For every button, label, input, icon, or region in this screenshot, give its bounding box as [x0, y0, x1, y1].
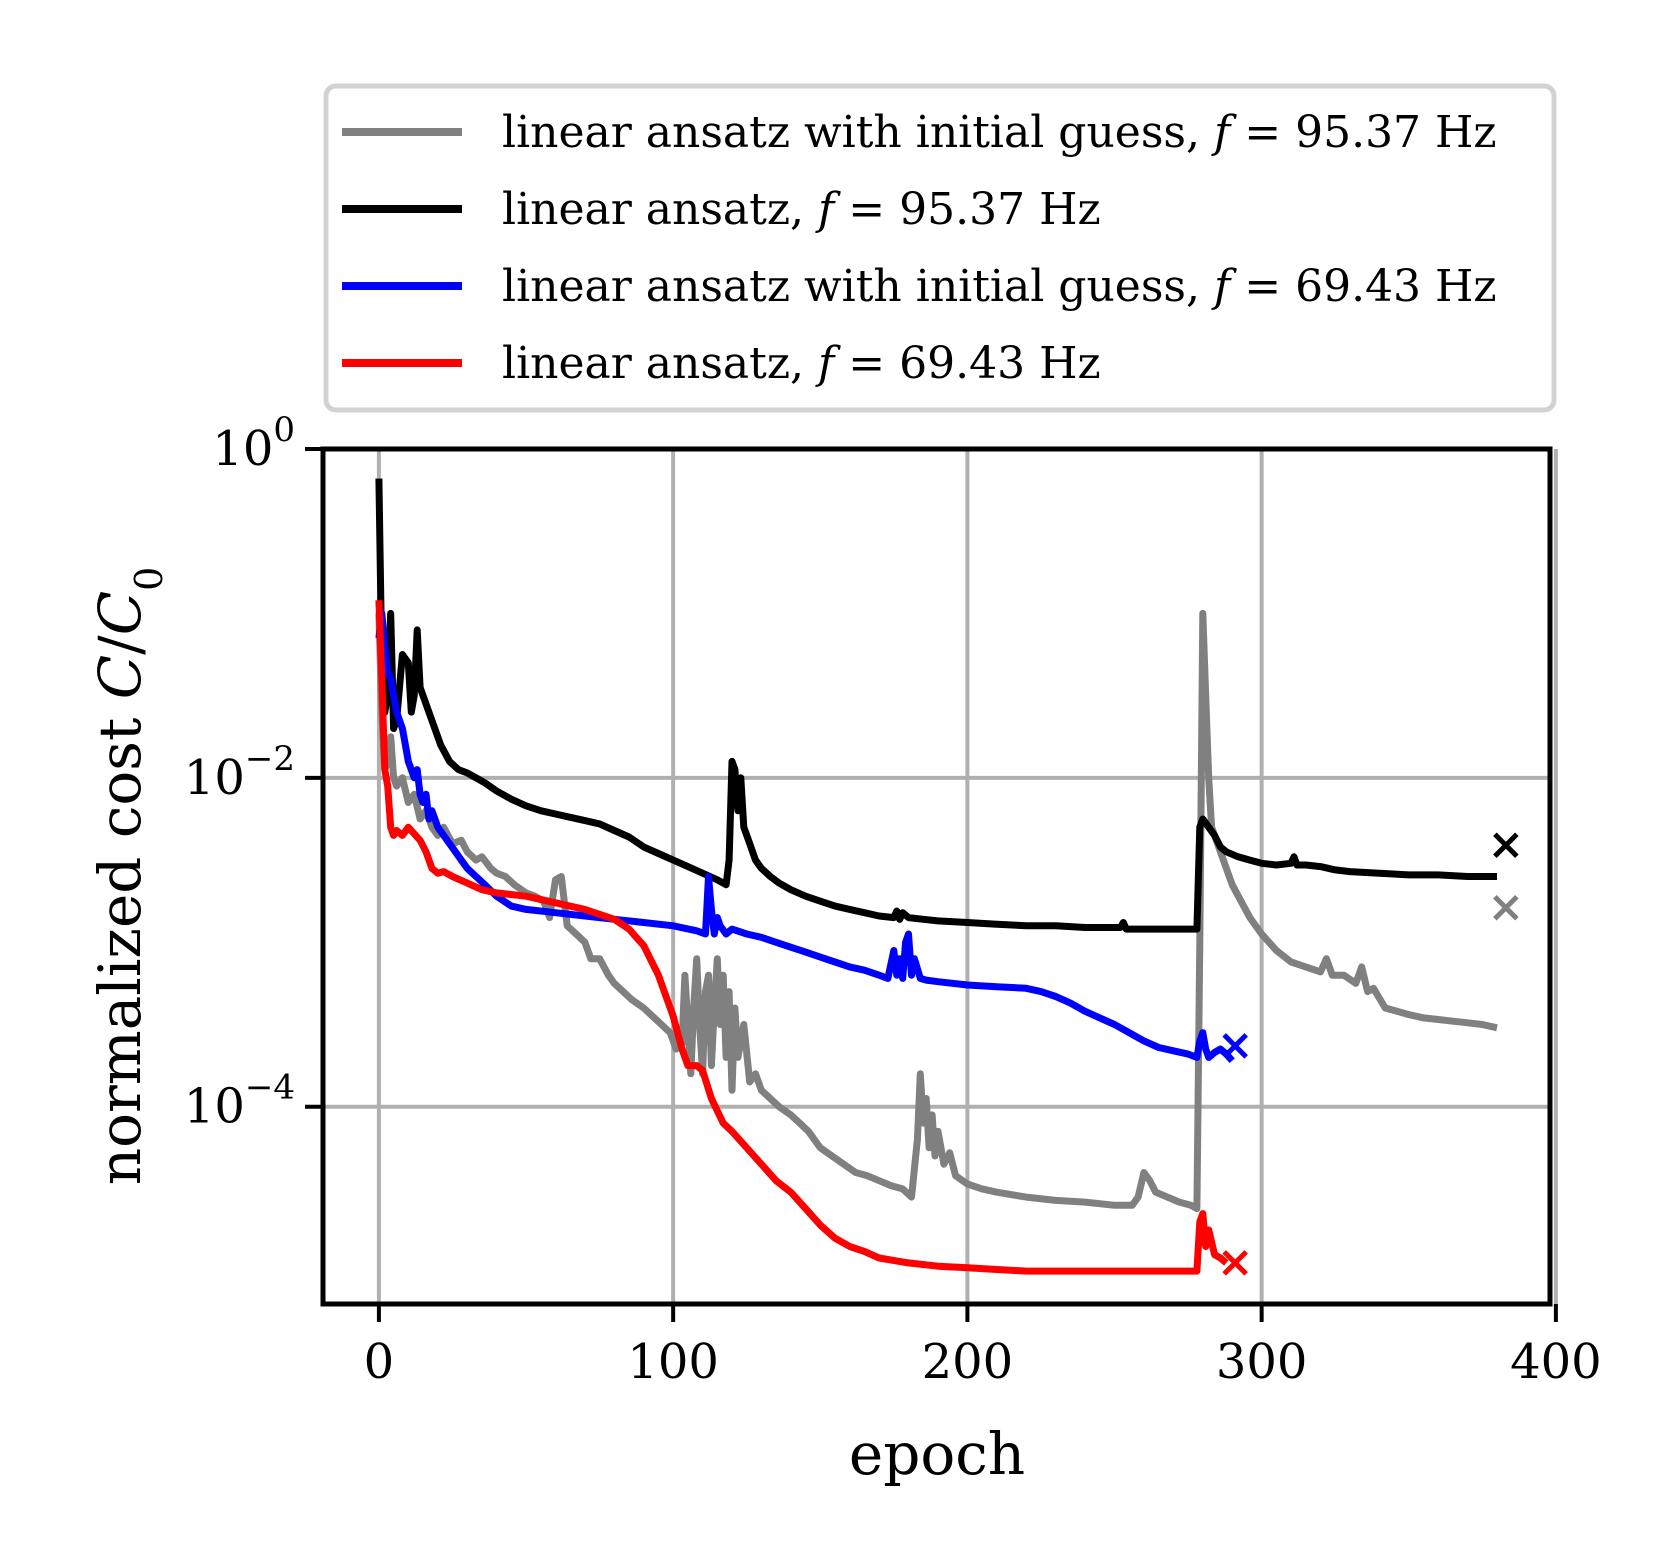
- y-tick-label: 10−4: [184, 1068, 295, 1135]
- x-tick-label: 400: [1510, 1334, 1602, 1390]
- series-end-marker-1: [1493, 894, 1519, 921]
- marker-layer: [1222, 832, 1519, 1276]
- x-tick-label: 200: [922, 1334, 1014, 1390]
- legend-box: [323, 83, 1557, 413]
- series-line-1: [375, 609, 1498, 1213]
- legend-entry: linear ansatz, f = 95.37 Hz: [342, 184, 1101, 235]
- plot-frame: [320, 446, 1553, 1307]
- y-axis-ticks: 100 10−2 10−4: [184, 410, 323, 1135]
- y-tick-label: 10−2: [184, 739, 295, 806]
- series-line-3: [375, 609, 1235, 1064]
- y-axis-label: normalized cost C/C0: [86, 567, 171, 1186]
- y-tick-label: 100: [212, 410, 295, 477]
- series-line-4: [375, 600, 1229, 1275]
- legend-label: linear ansatz with initial guess, f = 95…: [502, 107, 1497, 158]
- legend: linear ansatz with initial guess, f = 95…: [323, 83, 1557, 413]
- x-tick-label: 0: [364, 1334, 395, 1390]
- legend-entry: linear ansatz with initial guess, f = 69…: [342, 261, 1497, 312]
- legend-label: linear ansatz, f = 69.43 Hz: [502, 338, 1101, 389]
- series-line-2: [375, 478, 1497, 933]
- series-layer: [375, 478, 1498, 1275]
- x-tick-label: 300: [1216, 1334, 1308, 1390]
- series-end-marker-3: [1222, 1033, 1248, 1059]
- legend-label: linear ansatz with initial guess, f = 69…: [502, 261, 1497, 312]
- svg-text:normalized cost C/C0: normalized cost C/C0: [86, 567, 171, 1186]
- legend-label: linear ansatz, f = 95.37 Hz: [502, 184, 1101, 235]
- legend-entry: linear ansatz, f = 69.43 Hz: [342, 338, 1101, 389]
- x-tick-label: 100: [627, 1334, 719, 1390]
- legend-entry: linear ansatz with initial guess, f = 95…: [342, 107, 1497, 158]
- x-axis-label: epoch: [849, 1420, 1025, 1488]
- series-end-marker-2: [1493, 832, 1519, 859]
- series-end-marker-4: [1222, 1250, 1248, 1276]
- x-axis-ticks: 0 100 200 300 400: [364, 1304, 1602, 1390]
